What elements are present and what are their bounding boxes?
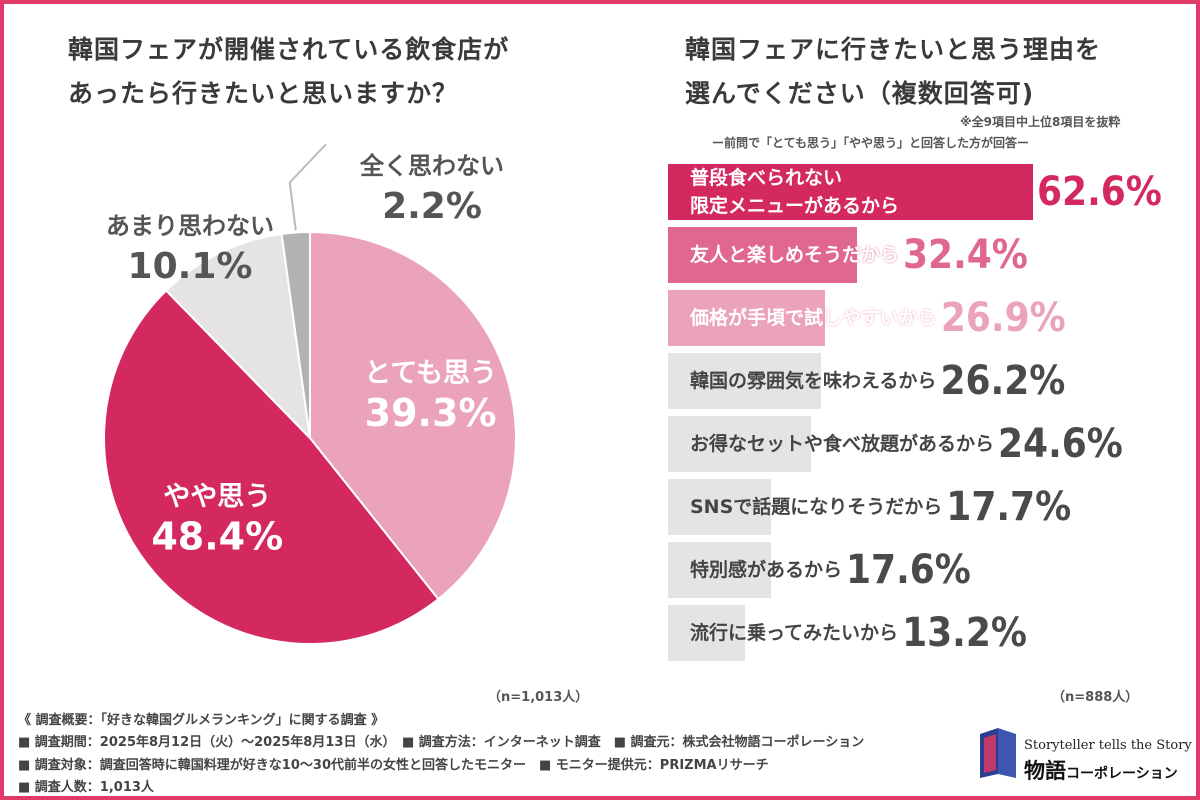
pie-label-not-at-all: 全く思わない [359,152,504,180]
pie-value-not-at-all: 2.2% [382,186,482,227]
bar [668,416,812,472]
bar-label: 友人と楽しめそうだから [690,241,899,269]
bar [668,605,745,661]
bar-label: 韓国の雰囲気を味わえるから [690,367,936,395]
pie-label-not-really: あまり思わない [106,212,274,240]
right-note-subset: ※全9項目中上位8項目を抜粋 [960,115,1121,129]
pie-slice-somewhat-agree [103,289,440,645]
left-chart-title: 韓国フェアが開催されている飲食店が あったら行きたいと思いますか？ [68,28,509,116]
bar-label: お得なセットや食べ放題があるから [690,430,994,458]
pie-leader-line [288,143,327,231]
book-logo-icon [980,728,1016,778]
bar [668,164,1033,220]
left-title-line1: 韓国フェアが開催されている飲食店が [68,35,510,64]
bar [668,479,772,535]
bar-label: SNSで話題になりそうだから [690,493,942,521]
logo-tagline: Storyteller tells the Story [1024,738,1192,753]
pie-value-somewhat-agree: 48.4% [151,515,283,559]
bar-label-line: お得なセットや食べ放題があるから [690,433,995,455]
left-title-line2: あったら行きたいと思いますか？ [68,79,459,108]
bar-label-line: 限定メニューがあるから [690,195,900,217]
bar-value: 24.6% [998,421,1123,467]
right-title-line1: 韓国フェアに行きたいと思う理由を [685,35,1102,64]
bar-value: 13.2% [902,610,1027,656]
bar-value: 32.4% [903,232,1028,278]
right-chart-title: 韓国フェアに行きたいと思う理由を 選んでください（複数回答可) [685,28,1101,116]
bar-label-line: 普段食べられない [690,167,843,189]
bar-label-line: 友人と楽しめそうだから [690,244,900,266]
logo-name: 物語コーポレーション [1024,755,1178,785]
bar-label-line: 価格が手頃で試しやすいから [690,307,937,329]
pie-label-strongly-agree: とても思う [364,358,497,389]
right-sample-size: （n=888人） [1052,690,1139,705]
right-title-line2: 選んでください（複数回答可) [685,79,1035,108]
footer-survey-title: 《 調査概要：「好きな韓国グルメランキング」に関する調査 》 [18,713,385,728]
bar-value: 26.9% [940,295,1066,341]
footer-survey-period: ■ 調査期間：2025年8月12日（火）～2025年8月13日（水） ■ 調査方… [18,735,865,750]
bar-value: 17.6% [846,547,971,593]
footer-survey-target: ■ 調査対象：調査回答時に韓国料理が好きな10～30代前半の女性と回答したモニタ… [18,758,769,773]
bar-label-line: 特別感があるから [690,559,843,581]
pie-value-strongly-agree: 39.3% [365,391,497,435]
bar-value: 17.7% [946,484,1072,530]
pie-value-not-really: 10.1% [128,246,253,287]
bar-value: 62.6% [1037,169,1162,215]
bar-label: 普段食べられない限定メニューがあるから [690,164,899,220]
bar-label-line: 韓国の雰囲気を味わえるから [690,370,937,392]
bar-label-line: 流行に乗ってみたいから [690,622,899,644]
bar [668,542,771,598]
left-sample-size: （n=1,013人） [488,690,589,705]
pie-label-somewhat-agree: やや思う [163,482,271,513]
bar-label: 特別感があるから [690,556,842,584]
bar-label: 価格が手頃で試しやすいから [690,304,937,332]
logo-name-main: 物語 [1024,759,1066,783]
pie-slice-strongly-agree [309,230,517,601]
bar-label-line: SNSで話題になりそうだから [690,496,943,518]
right-note-respondents: ー前問で「とても思う」「やや思う」と回答した方が回答ー [712,136,1030,150]
pie-slice-not-at-all [280,230,311,439]
bar [668,290,825,346]
footer-survey-count: ■ 調査人数：1,013人 [18,780,154,795]
bar [668,353,821,409]
pie-slice-not-really [164,232,312,441]
bar [668,227,857,283]
bar-label: 流行に乗ってみたいから [690,619,898,647]
bar-value: 26.2% [940,358,1066,404]
logo-name-sub: コーポレーション [1066,766,1178,782]
